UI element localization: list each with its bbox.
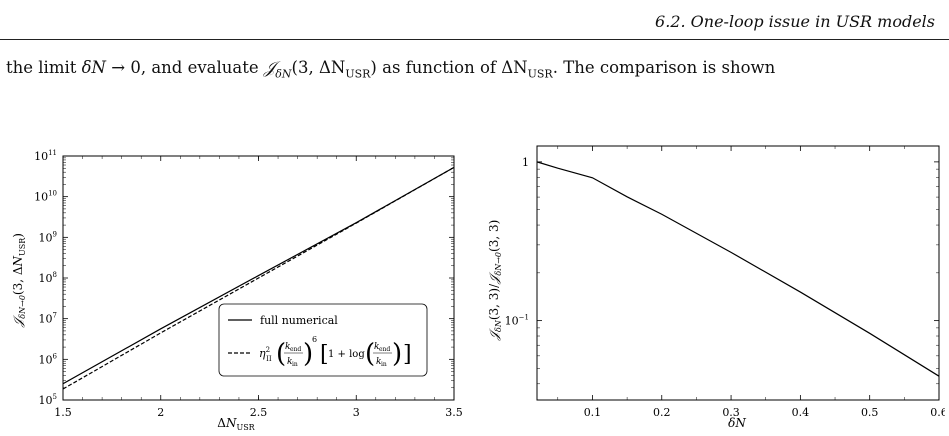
y-tick-label: 105 bbox=[39, 393, 57, 407]
math-sub: USR bbox=[345, 67, 371, 81]
svg-text:k: k bbox=[374, 342, 379, 352]
series-ratio-line bbox=[536, 161, 940, 377]
y-tick-label: 109 bbox=[39, 230, 57, 244]
text-segment: the limit bbox=[6, 58, 82, 77]
y-tick-label: 1 bbox=[522, 156, 529, 169]
svg-text:in: in bbox=[292, 361, 298, 368]
x-tick-label: 0.3 bbox=[722, 406, 740, 419]
y-tick-label: 10−1 bbox=[505, 314, 529, 328]
y-tick-label: 107 bbox=[39, 312, 57, 326]
y-tick-label: 1010 bbox=[34, 190, 57, 204]
y-tick-label: 106 bbox=[39, 352, 58, 366]
math-arrow: → bbox=[111, 58, 126, 77]
x-tick-label: 0.5 bbox=[861, 406, 879, 419]
svg-text:end: end bbox=[290, 346, 301, 353]
legend: full numerical η2 II ( k end k in ) 6 [ 1 +… bbox=[218, 303, 428, 377]
svg-text:): ) bbox=[392, 339, 402, 369]
y-axis-label: 𝒥δN→0(3, ΔNUSR) bbox=[11, 233, 27, 328]
math-args: (3, ΔN bbox=[291, 58, 346, 77]
math-j: 𝒥 bbox=[263, 58, 276, 77]
svg-text:(: ( bbox=[365, 339, 375, 369]
svg-text:): ) bbox=[303, 339, 313, 369]
legend-entry-full-numerical: full numerical bbox=[260, 314, 338, 327]
x-tick-label: 0.4 bbox=[792, 406, 810, 419]
running-header: 6.2. One-loop issue in USR models bbox=[0, 0, 949, 40]
y-tick-label: 1011 bbox=[34, 149, 57, 163]
body-text-line: the limit δN → 0, and evaluate 𝒥δN(3, ΔN… bbox=[6, 58, 776, 81]
svg-text:6: 6 bbox=[312, 335, 317, 344]
series-analytic-line bbox=[62, 166, 455, 390]
math-sub: USR bbox=[527, 67, 553, 81]
svg-text:]: ] bbox=[403, 342, 412, 367]
y-tick-label: 108 bbox=[39, 271, 57, 285]
math-delta-n: δN bbox=[81, 58, 106, 77]
x-tick-label: 3 bbox=[353, 406, 360, 419]
legend-entry-analytic: η2 II ( k end k in ) 6 [ 1 + log ( k end k in… bbox=[259, 335, 412, 369]
svg-text:𝒥δN→0(3, ΔNUSR): 𝒥δN→0(3, ΔNUSR) bbox=[11, 233, 27, 328]
text-segment: 0, and evaluate bbox=[130, 58, 264, 77]
svg-text:k: k bbox=[287, 357, 292, 367]
svg-text:k: k bbox=[376, 357, 381, 367]
x-tick-label: 3.5 bbox=[445, 406, 463, 419]
figure-left-loglog: 1.5 2 2.5 3 3.5 105 106 107 108 109 1010 1011 full … bbox=[11, 149, 463, 432]
header-rule bbox=[0, 39, 949, 40]
x-tick-label: 1.5 bbox=[54, 406, 72, 419]
svg-text:end: end bbox=[379, 346, 390, 353]
plot-frame bbox=[536, 145, 940, 401]
y-axis-label: 𝒥δN(3, 3)/𝒥δN→0(3, 3) bbox=[487, 220, 503, 342]
figure-right-ratio: 0.1 0.2 0.3 0.4 0.5 0.6 1 10−1 δN 𝒥δN(3, 3)/𝒥δN… bbox=[487, 145, 945, 430]
running-title: 6.2. One-loop issue in USR models bbox=[655, 12, 935, 31]
x-tick-label: 2 bbox=[157, 406, 164, 419]
x-tick-label: 0.1 bbox=[584, 406, 602, 419]
svg-text:in: in bbox=[381, 361, 387, 368]
x-tick-label: 0.2 bbox=[653, 406, 671, 419]
svg-text:[: [ bbox=[320, 342, 329, 367]
svg-text:(: ( bbox=[276, 339, 286, 369]
x-tick-label: 2.5 bbox=[250, 406, 268, 419]
legend-box bbox=[218, 303, 428, 377]
svg-text:1 + log: 1 + log bbox=[328, 349, 365, 360]
svg-text:𝒥δN(3, 3)/𝒥δN→0(3, 3): 𝒥δN(3, 3)/𝒥δN→0(3, 3) bbox=[487, 220, 503, 342]
x-tick-label: 0.6 bbox=[930, 406, 945, 419]
svg-text:k: k bbox=[285, 342, 290, 352]
text-segment: ) as function of ΔN bbox=[370, 58, 528, 77]
x-axis-label: δN bbox=[728, 416, 746, 430]
text-segment: . The comparison is shown bbox=[552, 58, 776, 77]
